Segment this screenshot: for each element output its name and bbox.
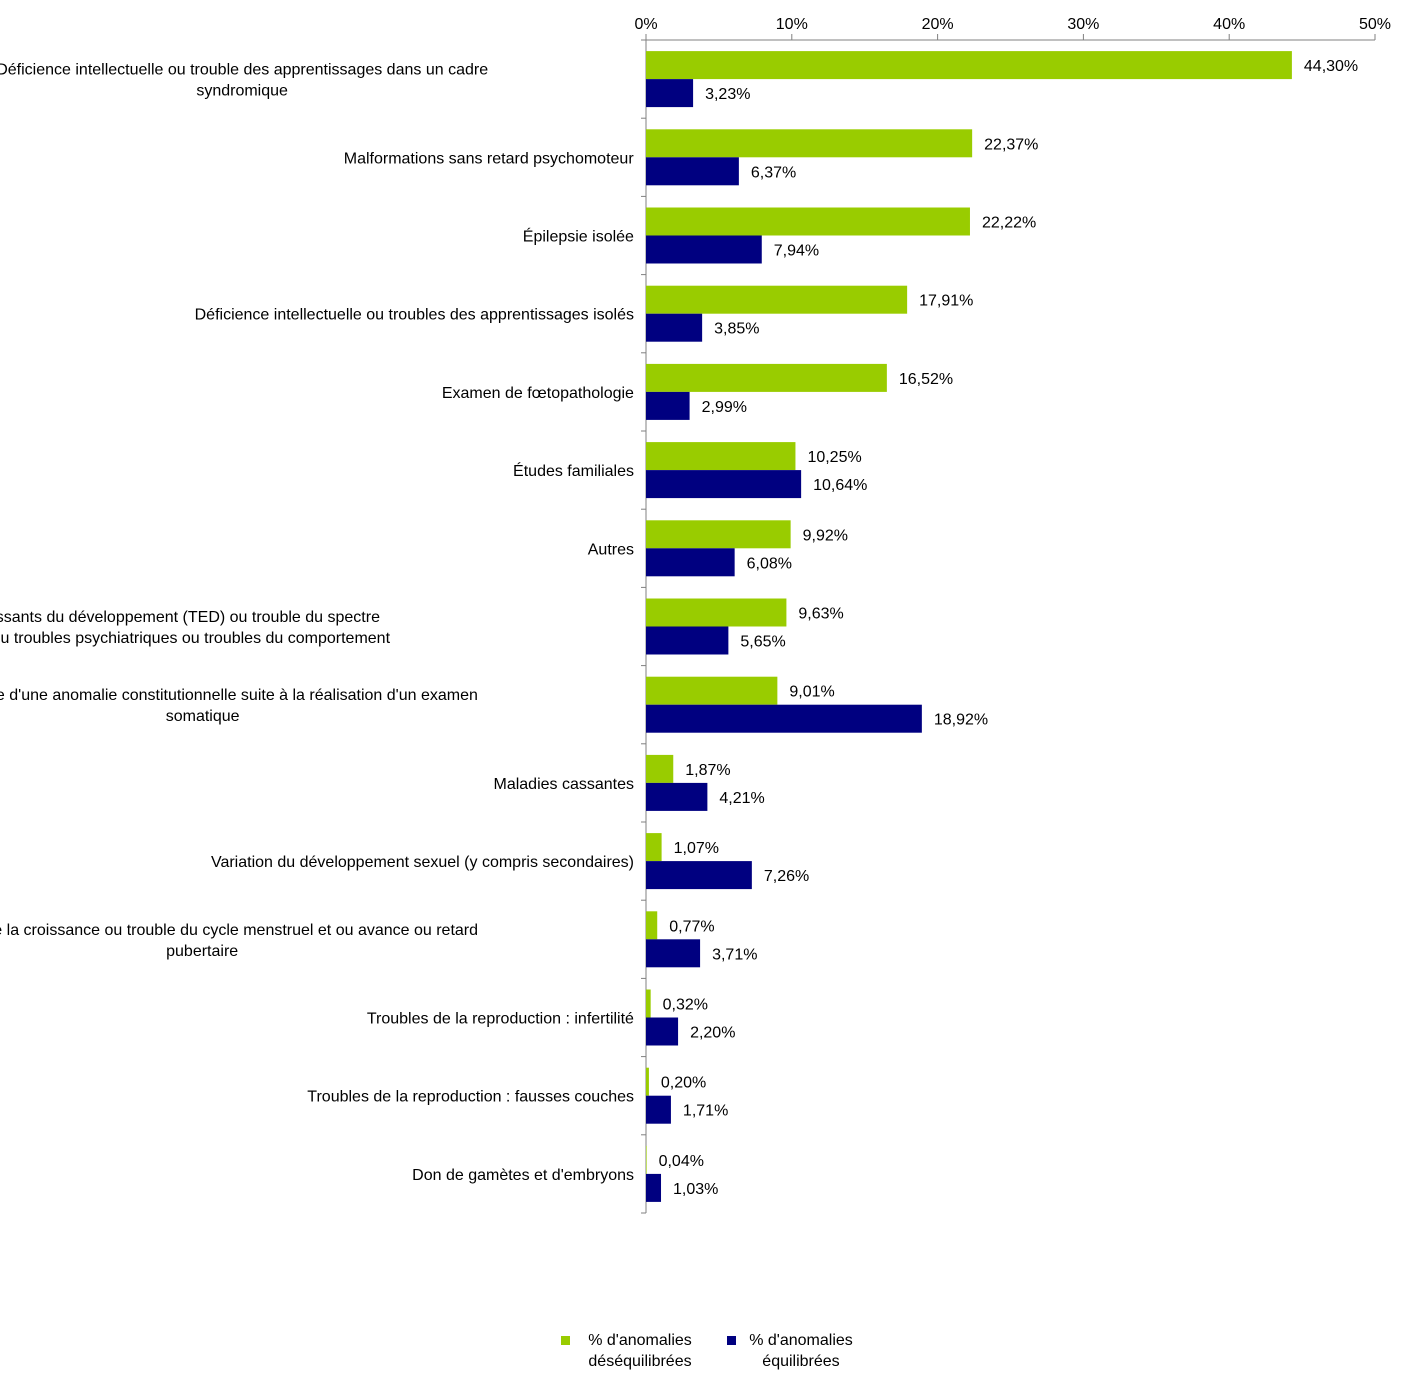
legend-label-desequilibrees: % d'anomalies déséquilibrées [588,1332,692,1370]
category-label: Malformations sans retard psychomoteur [344,150,635,167]
x-tick-label: 0% [634,16,657,33]
data-label-desequilibrees: 16,52% [899,371,953,388]
bar-equilibrees [646,313,703,342]
bar-equilibrees [646,235,762,264]
legend-label-equilibrees: % d'anomalies équilibrées [749,1332,853,1370]
data-label-desequilibrees: 0,77% [669,918,714,935]
data-label-desequilibrees: 9,63% [798,606,843,623]
bar-equilibrees [646,861,752,890]
category-label: Variation du développement sexuel (y com… [211,854,634,871]
bar-desequilibrees [646,129,973,158]
data-label-equilibrees: 6,08% [747,555,792,572]
data-label-equilibrees: 3,23% [705,86,750,103]
data-label-desequilibrees: 17,91% [919,293,973,310]
x-tick-label: 10% [776,16,808,33]
data-label-equilibrees: 4,21% [719,790,764,807]
category-label: Troubles envahissants du développement (… [0,609,391,647]
bar-desequilibrees [646,207,970,236]
bar-equilibrees [646,939,701,968]
bar-equilibrees [646,1173,662,1202]
bar-equilibrees [646,626,729,655]
bar-desequilibrees [646,285,908,314]
bar-equilibrees [646,157,739,186]
category-label: Épilepsie isolée [523,227,634,246]
legend-item-equilibrees: % d'anomalies équilibrées [727,1330,861,1372]
category-label: Déficience intellectuelle ou trouble des… [0,62,488,100]
x-tick-label: 20% [922,16,954,33]
category-label: Études familiales [513,461,634,480]
data-label-equilibrees: 7,26% [764,868,809,885]
data-label-desequilibrees: 1,07% [674,840,719,857]
category-label: Troubles de la reproduction : infertilit… [367,1011,634,1028]
data-label-desequilibrees: 0,04% [659,1153,704,1170]
bar-equilibrees [646,391,690,420]
bar-equilibrees [646,470,802,499]
bar-chart: 0% 10% 20% 30% 40% 50% Déficience intellectue… [0,16,1391,1214]
bar-equilibrees [646,548,735,577]
bar-equilibrees [646,782,708,811]
legend-swatch-equilibrees [727,1336,736,1345]
data-label-desequilibrees: 0,32% [663,997,708,1014]
category-label: Examen de fœtopathologie [442,385,634,402]
data-label-equilibrees: 10,64% [813,477,867,494]
data-label-desequilibrees: 22,22% [982,215,1036,232]
data-label-equilibrees: 1,71% [683,1103,728,1120]
bar-equilibrees [646,704,922,733]
data-label-equilibrees: 2,99% [702,399,747,416]
data-label-desequilibrees: 9,01% [789,684,834,701]
data-label-equilibrees: 7,94% [774,243,819,260]
data-label-equilibrees: 6,37% [751,164,796,181]
bar-equilibrees [646,79,694,108]
bar-desequilibrees [646,363,887,392]
legend-item-desequilibrees: % d'anomalies déséquilibrées [561,1330,705,1372]
x-tick-label: 30% [1067,16,1099,33]
bar-desequilibrees [646,754,674,783]
x-tick-label: 50% [1359,16,1391,33]
bar-desequilibrees [646,911,658,940]
bar-desequilibrees [646,51,1292,80]
category-label: Don de gamètes et d'embryons [412,1167,634,1184]
bar-equilibrees [646,1095,671,1124]
category-label: Trouble de la croissance ou trouble du c… [0,922,478,960]
data-label-desequilibrees: 9,92% [803,527,848,544]
x-tick-label: 40% [1213,16,1245,33]
bar-desequilibrees [646,520,791,549]
legend: % d'anomalies déséquilibrées % d'anomali… [561,1330,861,1372]
bar-desequilibrees [646,833,662,862]
bar-desequilibrees [646,442,796,471]
bar-desequilibrees [646,676,778,705]
data-label-equilibrees: 18,92% [934,712,988,729]
bar-equilibrees [646,1017,679,1046]
data-label-equilibrees: 3,85% [714,321,759,338]
category-label: Maladies cassantes [493,776,634,793]
data-label-equilibrees: 2,20% [690,1025,735,1042]
data-label-desequilibrees: 44,30% [1304,58,1358,75]
data-label-desequilibrees: 22,37% [984,136,1038,153]
bar-desequilibrees [646,1067,649,1096]
category-labels: Déficience intellectuelle ou trouble des… [0,62,634,1184]
bars [646,51,1292,1202]
bar-desequilibrees [646,1145,647,1174]
data-label-desequilibrees: 0,20% [661,1075,706,1092]
category-label: Troubles de la reproduction : fausses co… [307,1089,634,1106]
category-label: Déficience intellectuelle ou troubles de… [195,307,634,324]
data-label-equilibrees: 5,65% [740,634,785,651]
category-label: Autres [588,541,634,558]
data-label-equilibrees: 1,03% [673,1181,718,1198]
legend-swatch-desequilibrees [561,1336,570,1345]
value-labels: 44,30% 3,23% 22,37% 6,37% 22,22% 7,94% 17,91% 3… [659,58,1359,1198]
data-label-desequilibrees: 1,87% [685,762,730,779]
data-label-equilibrees: 3,71% [712,946,757,963]
category-label: Recherche d'une anomalie constitutionnel… [0,687,478,725]
data-label-desequilibrees: 10,25% [807,449,861,466]
bar-desequilibrees [646,598,787,627]
bar-desequilibrees [646,989,651,1018]
